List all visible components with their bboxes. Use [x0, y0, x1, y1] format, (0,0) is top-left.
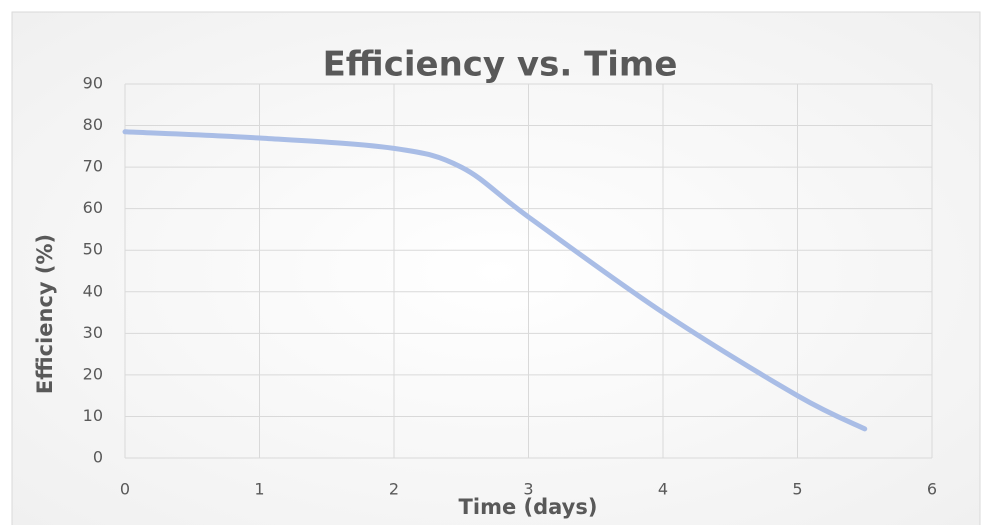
y-tick-label: 50 — [83, 240, 103, 259]
y-tick-label: 10 — [83, 406, 103, 425]
y-axis-title: Efficiency (%) — [33, 234, 57, 394]
y-tick-label: 0 — [93, 448, 103, 467]
y-tick-label: 30 — [83, 323, 103, 342]
x-tick-label: 0 — [120, 480, 130, 499]
y-tick-label: 80 — [83, 115, 103, 134]
y-tick-label: 40 — [83, 281, 103, 300]
x-tick-label: 5 — [792, 480, 802, 499]
chart-area — [11, 11, 981, 525]
chart-title: Efficiency vs. Time — [323, 45, 678, 85]
x-tick-label: 1 — [254, 480, 264, 499]
y-tick-label: 90 — [83, 74, 103, 93]
y-tick-label: 20 — [83, 364, 103, 383]
y-tick-label: 70 — [83, 157, 103, 176]
x-tick-label: 4 — [658, 480, 668, 499]
x-tick-label: 2 — [389, 480, 399, 499]
x-axis-title: Time (days) — [459, 495, 598, 519]
x-tick-label: 6 — [927, 480, 937, 499]
y-tick-label: 60 — [83, 198, 103, 217]
x-tick-label: 3 — [523, 480, 533, 499]
data-line — [122, 129, 868, 432]
